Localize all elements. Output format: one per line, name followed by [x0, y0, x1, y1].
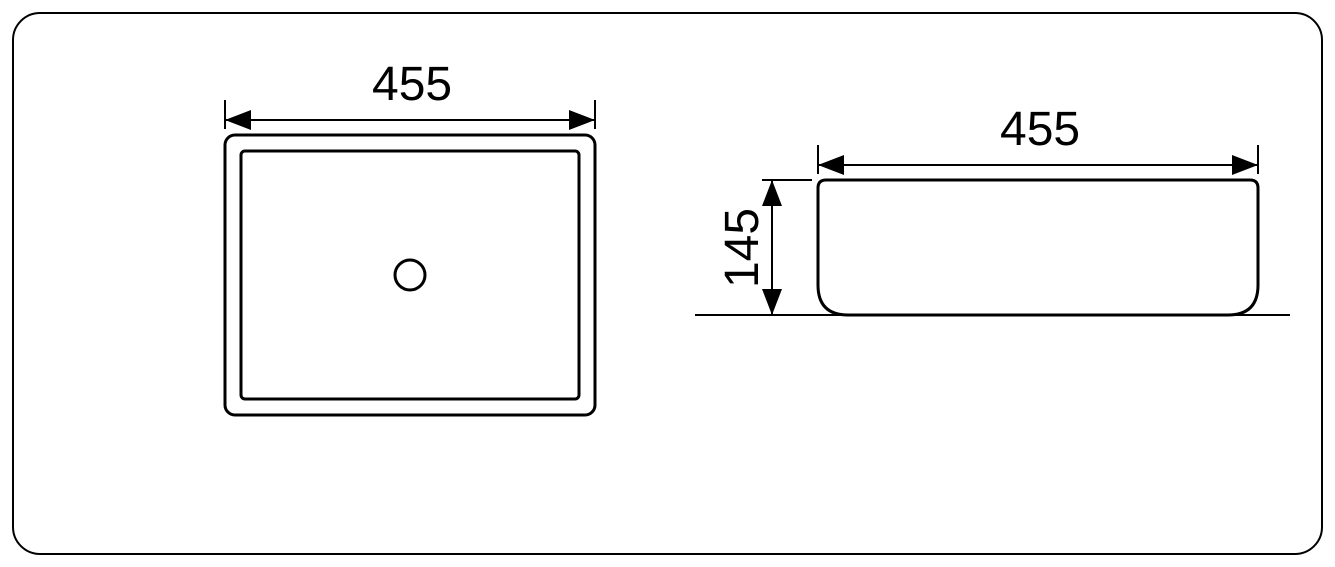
- side-view: 455 145: [695, 103, 1290, 315]
- basin-outer-rect: [225, 135, 595, 415]
- basin-side-profile: [818, 180, 1258, 315]
- side-width-label: 455: [1000, 103, 1080, 156]
- side-width-dimension: 455: [818, 103, 1258, 175]
- side-height-label: 145: [716, 208, 769, 288]
- top-width-dimension: 455: [225, 58, 595, 130]
- side-height-dimension: 145: [716, 180, 812, 315]
- top-width-label: 455: [372, 58, 452, 111]
- top-view: 455: [225, 58, 595, 415]
- drawing-svg: 455 455 145: [0, 0, 1335, 567]
- basin-inner-rect: [241, 151, 579, 399]
- drain-circle: [395, 260, 425, 290]
